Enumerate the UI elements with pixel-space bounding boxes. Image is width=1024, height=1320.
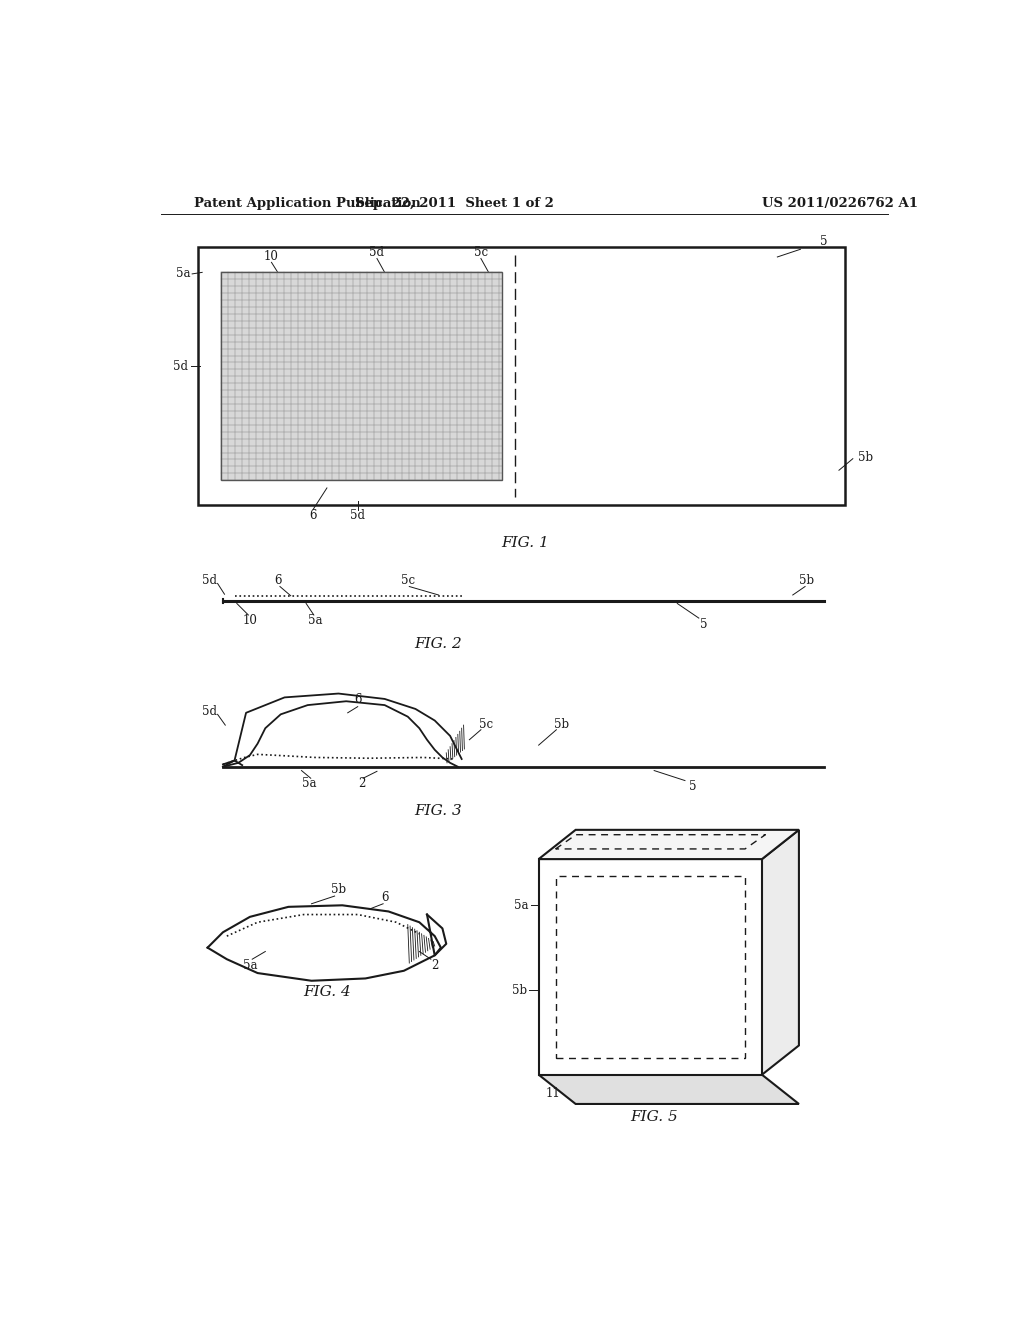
Text: 5d: 5d [202,705,217,718]
Text: 5b: 5b [799,574,814,587]
Text: 5b: 5b [331,883,346,896]
Text: 11: 11 [545,1088,560,1101]
Text: US 2011/0226762 A1: US 2011/0226762 A1 [762,197,918,210]
Text: FIG. 2: FIG. 2 [415,636,463,651]
Text: 5a: 5a [308,614,323,627]
Bar [539,859,762,1074]
Bar [221,272,503,480]
Bar [199,247,845,506]
Text: 6: 6 [581,837,589,850]
Text: 6: 6 [381,891,388,904]
Text: 5d: 5d [202,574,217,587]
Text: 5a: 5a [176,268,190,280]
Text: 5a: 5a [243,958,257,972]
Bar [221,272,503,480]
Text: 5c: 5c [400,574,415,587]
Text: 6: 6 [354,693,361,706]
Polygon shape [762,830,799,1074]
Text: 5b: 5b [554,718,569,731]
Text: 5b: 5b [858,450,873,463]
Text: 2: 2 [357,777,366,791]
Text: 5c: 5c [479,718,494,731]
Text: 5d: 5d [173,360,188,372]
Bar [556,876,745,1057]
Text: 5d: 5d [350,510,366,523]
Text: 5d: 5d [370,246,384,259]
Text: FIG. 3: FIG. 3 [415,804,463,818]
Text: 5a: 5a [514,899,529,912]
Text: FIG. 4: FIG. 4 [303,985,351,999]
Text: 5: 5 [820,235,827,248]
Text: FIG. 1: FIG. 1 [501,536,549,550]
Text: 6: 6 [274,574,283,587]
Text: 5c: 5c [474,246,488,259]
Text: 2: 2 [431,958,438,972]
Polygon shape [539,830,799,859]
Text: FIG. 5: FIG. 5 [631,1110,678,1125]
Text: 10: 10 [243,614,257,627]
Text: 5: 5 [700,618,708,631]
Text: 6: 6 [309,510,316,523]
Text: 5: 5 [689,780,696,793]
Text: 11: 11 [639,837,654,850]
Text: Sep. 22, 2011  Sheet 1 of 2: Sep. 22, 2011 Sheet 1 of 2 [354,197,553,210]
Text: 10: 10 [264,251,279,264]
Text: 5b: 5b [512,983,527,997]
Text: 5a: 5a [302,777,316,791]
Text: Patent Application Publication: Patent Application Publication [194,197,421,210]
Polygon shape [539,1074,799,1104]
